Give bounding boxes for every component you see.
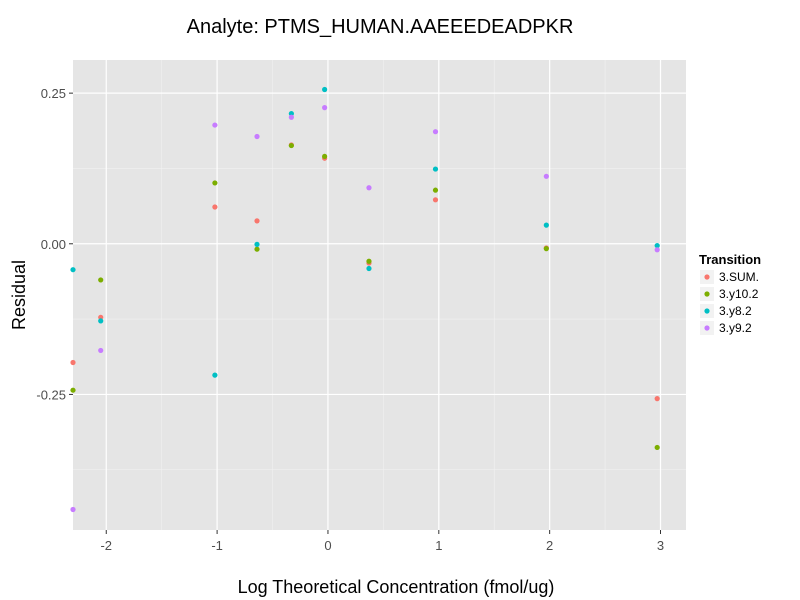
data-point — [654, 396, 660, 402]
data-point — [288, 114, 294, 120]
data-point — [543, 222, 549, 228]
data-point — [254, 133, 260, 140]
y-tick-label: 0.25 — [41, 86, 66, 101]
data-point — [70, 387, 76, 393]
x-tick-label: 1 — [435, 538, 442, 553]
legend-label: 3.SUM. — [719, 270, 759, 284]
data-point — [70, 359, 76, 366]
x-tick-label: 2 — [546, 538, 553, 553]
data-point — [288, 142, 294, 149]
minor-grid — [73, 60, 686, 530]
data-point — [543, 246, 549, 252]
data-point — [322, 153, 328, 160]
data-point — [98, 347, 104, 354]
y-axis-title: Residual — [9, 260, 29, 330]
data-point — [543, 173, 549, 179]
data-point — [432, 197, 439, 203]
legend: Transition 3.SUM. 3.y10.2 3.y8.2 3.y9.2 — [699, 252, 761, 335]
data-point — [212, 122, 218, 128]
data-point — [70, 506, 76, 513]
data-point — [254, 218, 260, 224]
data-point — [654, 242, 660, 249]
y-tick-label: 0.00 — [41, 237, 66, 252]
data-point — [70, 267, 76, 273]
data-point — [254, 241, 260, 247]
legend-label: 3.y10.2 — [719, 287, 759, 301]
x-axis-ticks: -2 -1 0 1 2 3 — [100, 530, 664, 553]
legend-marker — [704, 325, 710, 331]
x-tick-label: 3 — [657, 538, 664, 553]
legend-marker — [704, 291, 710, 297]
data-point — [654, 444, 660, 451]
data-point — [432, 129, 439, 135]
data-point — [322, 86, 328, 93]
data-point — [432, 166, 439, 172]
data-point — [212, 204, 218, 210]
x-tick-label: -2 — [100, 538, 112, 553]
x-tick-label: 0 — [324, 538, 331, 553]
x-tick-label: -1 — [211, 538, 223, 553]
data-point — [366, 265, 372, 272]
legend-label: 3.y8.2 — [719, 304, 752, 318]
legend-label: 3.y9.2 — [719, 321, 752, 335]
legend-items: 3.SUM. 3.y10.2 3.y8.2 3.y9.2 — [700, 270, 759, 335]
chart-title: Analyte: PTMS_HUMAN.AAEEEDEADPKR — [187, 16, 574, 38]
legend-marker — [704, 308, 710, 314]
major-grid — [73, 60, 686, 530]
plot-panel — [73, 60, 686, 530]
data-point — [98, 277, 104, 283]
data-point — [322, 105, 328, 111]
y-axis-ticks: 0.25 0.00 -0.25 — [36, 86, 73, 402]
legend-title: Transition — [699, 252, 761, 267]
data-point — [98, 314, 104, 320]
data-point — [654, 247, 660, 253]
x-axis-title: Log Theoretical Concentration (fmol/ug) — [238, 577, 555, 597]
y-tick-label: -0.25 — [36, 387, 66, 402]
data-point — [212, 372, 218, 378]
legend-marker — [704, 274, 710, 280]
data-point — [254, 246, 260, 252]
data-point — [212, 180, 218, 186]
data-points — [70, 86, 660, 513]
data-point — [98, 318, 104, 324]
data-point — [288, 111, 294, 117]
data-point — [366, 185, 372, 191]
data-point — [432, 187, 439, 193]
data-point — [366, 258, 372, 264]
